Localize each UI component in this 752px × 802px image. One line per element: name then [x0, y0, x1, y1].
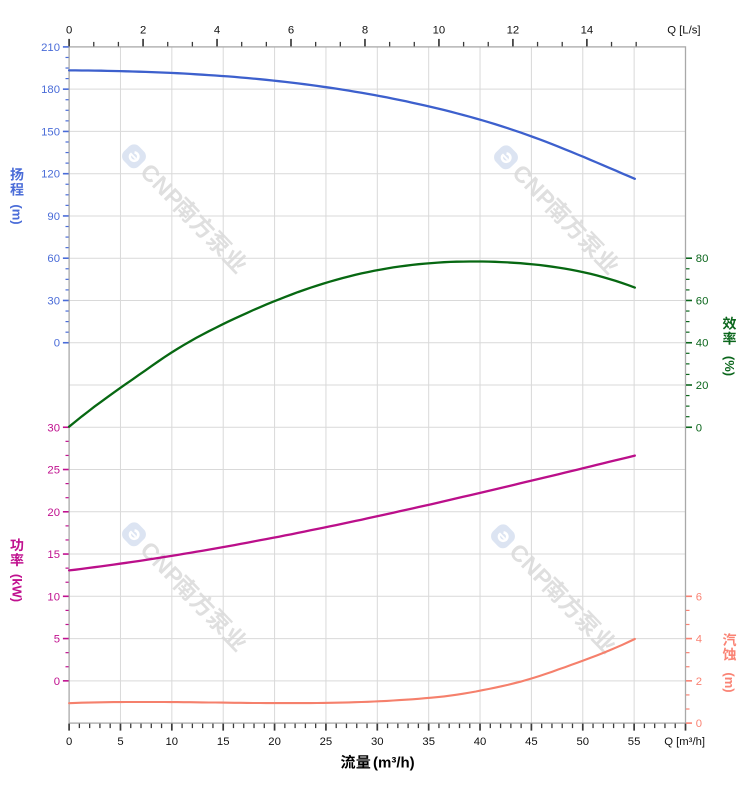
svg-text:Q [m³/h]: Q [m³/h]	[664, 736, 705, 748]
svg-text:25: 25	[47, 465, 60, 477]
svg-text:(kW): (kW)	[10, 574, 25, 602]
svg-text:(%): (%)	[722, 356, 737, 376]
svg-text:4: 4	[696, 634, 702, 646]
svg-text:0: 0	[696, 718, 702, 730]
svg-text:30: 30	[47, 296, 60, 308]
svg-text:2: 2	[140, 25, 146, 37]
svg-text:15: 15	[217, 736, 230, 748]
svg-text:5: 5	[117, 736, 123, 748]
svg-text:14: 14	[581, 25, 594, 37]
svg-text:35: 35	[422, 736, 435, 748]
svg-text:(m): (m)	[722, 672, 737, 692]
svg-text:40: 40	[474, 736, 487, 748]
svg-text:25: 25	[320, 736, 333, 748]
svg-text:10: 10	[47, 591, 60, 603]
svg-text:8: 8	[362, 25, 368, 37]
svg-text:30: 30	[371, 736, 384, 748]
svg-text:60: 60	[47, 253, 60, 265]
svg-text:0: 0	[54, 676, 60, 688]
svg-text:10: 10	[166, 736, 179, 748]
svg-text:0: 0	[66, 736, 72, 748]
svg-text:210: 210	[41, 42, 60, 54]
svg-text:60: 60	[696, 296, 709, 308]
svg-text:80: 80	[696, 253, 709, 265]
svg-text:30: 30	[47, 422, 60, 434]
svg-text:12: 12	[507, 25, 520, 37]
svg-text:20: 20	[268, 736, 281, 748]
svg-text:40: 40	[696, 338, 709, 350]
svg-text:6: 6	[696, 591, 702, 603]
svg-text:120: 120	[41, 169, 60, 181]
svg-text:20: 20	[47, 507, 60, 519]
svg-text:45: 45	[525, 736, 538, 748]
svg-text:6: 6	[288, 25, 294, 37]
svg-text:20: 20	[696, 380, 709, 392]
svg-text:180: 180	[41, 84, 60, 96]
svg-text:(m): (m)	[10, 204, 25, 224]
svg-text:90: 90	[47, 211, 60, 223]
svg-text:50: 50	[577, 736, 590, 748]
svg-text:0: 0	[696, 422, 702, 434]
svg-text:Q [L/s]: Q [L/s]	[667, 25, 700, 37]
svg-text:55: 55	[628, 736, 641, 748]
svg-text:4: 4	[214, 25, 220, 37]
svg-text:2: 2	[696, 676, 702, 688]
svg-text:15: 15	[47, 549, 60, 561]
svg-text:0: 0	[66, 25, 72, 37]
svg-text:(m³/h): (m³/h)	[373, 755, 415, 772]
svg-text:10: 10	[433, 25, 446, 37]
svg-text:150: 150	[41, 126, 60, 138]
svg-text:0: 0	[54, 338, 60, 350]
svg-text:5: 5	[54, 634, 60, 646]
